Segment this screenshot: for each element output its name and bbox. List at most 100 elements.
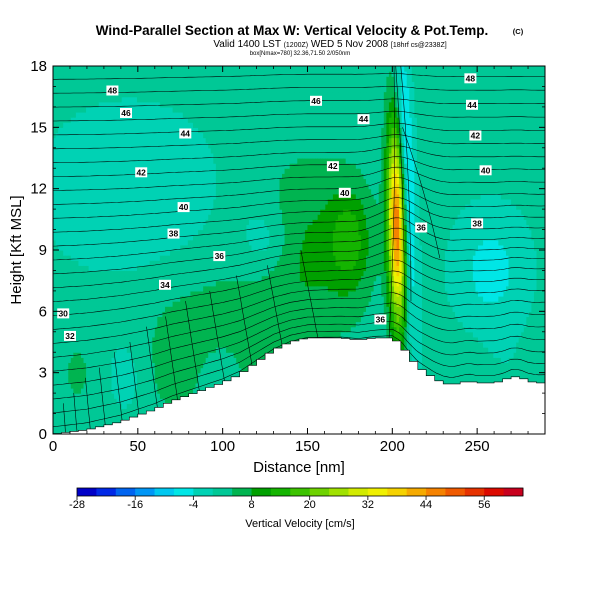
velocity-cell (55, 265, 59, 272)
velocity-cell (101, 244, 105, 251)
velocity-cell (68, 352, 72, 358)
velocity-cell (68, 137, 72, 144)
velocity-cell (116, 372, 120, 379)
velocity-cell (96, 260, 100, 266)
velocity-cell (114, 316, 118, 323)
velocity-cell (75, 132, 80, 139)
velocity-cell (96, 296, 100, 302)
velocity-cell (96, 132, 100, 139)
velocity-cell (98, 229, 102, 236)
velocity-cell (55, 204, 59, 210)
velocity-cell (96, 112, 100, 118)
velocity-cell (78, 127, 82, 134)
velocity-cell (83, 204, 87, 210)
velocity-cell (91, 106, 95, 113)
velocity-cell (60, 152, 64, 159)
velocity-cell (80, 377, 85, 384)
velocity-cell (108, 147, 113, 154)
velocity-cell (119, 326, 123, 333)
velocity-cell (98, 106, 102, 113)
velocity-cell (114, 173, 118, 180)
velocity-cell (116, 408, 120, 415)
velocity-cell (60, 239, 64, 246)
velocity-cell (108, 403, 113, 410)
velocity-cell (116, 127, 120, 134)
velocity-cell (53, 224, 57, 231)
velocity-cell (86, 204, 90, 210)
velocity-cell (80, 331, 85, 338)
velocity-cell (116, 229, 120, 236)
velocity-cell (65, 214, 69, 220)
velocity-cell (111, 142, 115, 149)
velocity-cell (65, 101, 69, 108)
velocity-cell (68, 367, 72, 374)
velocity-cell (98, 418, 102, 425)
velocity-cell (119, 296, 123, 302)
velocity-cell (70, 122, 74, 128)
velocity-cell (58, 260, 62, 266)
velocity-cell (91, 367, 95, 374)
velocity-cell (96, 117, 100, 123)
velocity-cell (114, 372, 118, 379)
velocity-cell (101, 158, 105, 164)
velocity-cell (60, 408, 64, 415)
velocity-cell (93, 137, 97, 144)
velocity-cell (58, 188, 62, 195)
velocity-cell (75, 127, 80, 134)
velocity-cell (103, 367, 108, 374)
velocity-cell (60, 219, 64, 226)
velocity-cell (98, 137, 102, 144)
velocity-cell (93, 142, 97, 149)
velocity-cell (111, 127, 115, 134)
velocity-cell (55, 127, 59, 134)
velocity-cell (106, 296, 110, 302)
velocity-cell (80, 81, 85, 88)
velocity-cell (86, 352, 90, 358)
velocity-cell (88, 183, 92, 190)
velocity-cell (101, 326, 105, 333)
velocity-cell (108, 296, 113, 302)
velocity-cell (103, 91, 108, 98)
velocity-cell (93, 418, 97, 425)
velocity-cell (58, 382, 62, 389)
velocity-cell (96, 301, 100, 307)
velocity-cell (53, 66, 57, 72)
velocity-cell (119, 209, 123, 215)
velocity-cell (103, 183, 108, 190)
velocity-cell (103, 117, 108, 123)
velocity-cell (108, 117, 113, 123)
velocity-cell (73, 219, 77, 226)
velocity-cell (58, 275, 62, 282)
velocity-cell (91, 137, 95, 144)
velocity-cell (119, 265, 123, 272)
velocity-cell (98, 336, 102, 343)
velocity-cell (80, 352, 85, 358)
velocity-cell (93, 71, 97, 77)
velocity-cell (55, 347, 59, 353)
velocity-cell (96, 244, 100, 251)
velocity-cell (55, 224, 59, 231)
velocity-cell (119, 260, 123, 266)
velocity-cell (60, 183, 64, 190)
velocity-cell (68, 398, 72, 404)
velocity-cell (98, 398, 102, 404)
velocity-cell (55, 117, 59, 123)
velocity-cell (86, 265, 90, 272)
velocity-cell (96, 219, 100, 226)
velocity-cell (106, 112, 110, 118)
velocity-cell (55, 357, 59, 364)
velocity-cell (60, 132, 64, 139)
velocity-cell (119, 280, 123, 287)
velocity-cell (116, 66, 120, 72)
velocity-cell (103, 331, 108, 338)
velocity-cell (73, 357, 77, 364)
velocity-cell (88, 112, 92, 118)
velocity-cell (70, 388, 74, 394)
velocity-cell (86, 152, 90, 159)
velocity-cell (65, 280, 69, 287)
velocity-cell (98, 290, 102, 297)
velocity-cell (73, 193, 77, 200)
velocity-cell (114, 306, 118, 312)
velocity-cell (111, 71, 115, 77)
velocity-cell (55, 152, 59, 159)
